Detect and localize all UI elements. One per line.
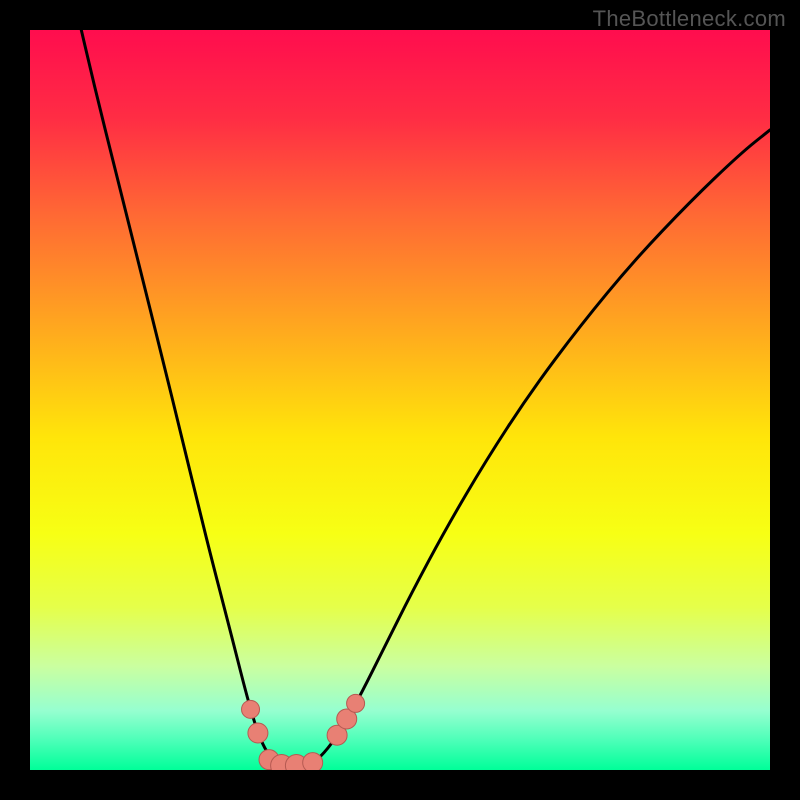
watermark-text: TheBottleneck.com (593, 6, 786, 32)
bottleneck-chart (30, 30, 770, 770)
data-marker (347, 694, 365, 712)
curve-segment (74, 30, 286, 767)
data-marker (242, 700, 260, 718)
data-marker (303, 753, 323, 770)
data-marker (248, 723, 268, 743)
curve-segment (301, 130, 770, 767)
chart-curves (30, 30, 770, 770)
